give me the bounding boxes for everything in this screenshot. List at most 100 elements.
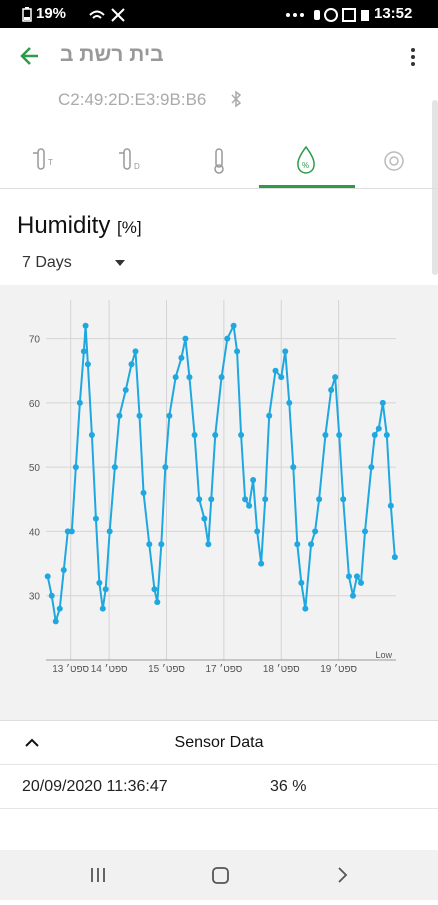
data-point (387, 502, 394, 509)
x-tick-label: 19 ספט׳ (320, 664, 357, 675)
reading-value: 36 % (270, 778, 307, 795)
data-point (208, 496, 215, 503)
data-point (136, 412, 143, 419)
back-button[interactable] (18, 44, 42, 68)
data-point (379, 399, 386, 406)
data-point (172, 374, 179, 381)
data-point (201, 515, 208, 522)
menu-button[interactable] (408, 46, 418, 68)
x-tick-label: 17 ספט׳ (205, 664, 242, 675)
data-point (316, 496, 323, 503)
nav-recents[interactable] (91, 868, 105, 882)
y-tick-label: 30 (29, 592, 41, 603)
nav-home[interactable] (212, 867, 229, 884)
tab-thermometer[interactable] (214, 148, 224, 174)
data-point (362, 528, 369, 535)
divider (0, 188, 438, 189)
x-tick-label: 13 ספט׳ (52, 664, 89, 675)
data-point (191, 432, 198, 438)
data-point (178, 354, 185, 361)
data-point (371, 432, 378, 438)
data-point (254, 528, 261, 535)
annotation: Low (375, 650, 392, 660)
data-point (88, 432, 95, 438)
nav-bar (0, 850, 438, 900)
data-point (383, 432, 390, 438)
data-point (44, 573, 51, 580)
collapse-button[interactable] (24, 737, 40, 749)
data-point (242, 496, 249, 503)
data-point (340, 496, 347, 503)
data-point (132, 348, 139, 355)
data-point (56, 605, 63, 612)
device-mac: C2:49:2D:E3:9B:B6 (58, 90, 207, 109)
data-point (99, 605, 106, 612)
tab-humidity[interactable]: % (297, 145, 315, 174)
tab-temp-2[interactable]: D (119, 148, 140, 171)
notification-icons (286, 8, 369, 22)
nav-back[interactable] (338, 867, 348, 883)
data-point (84, 361, 91, 368)
data-point (162, 464, 169, 471)
heading: Humidity [%] (17, 212, 142, 240)
data-point (312, 528, 319, 535)
status-bar: 19% 13:52 (0, 0, 438, 28)
y-tick-label: 40 (29, 527, 41, 538)
data-point (353, 573, 360, 580)
data-point (128, 361, 135, 368)
data-point (349, 592, 356, 599)
data-point (278, 374, 285, 381)
y-tick-label: 50 (29, 463, 41, 474)
sensor-title: Sensor Data (174, 734, 264, 751)
data-point (282, 348, 289, 355)
data-point (230, 322, 237, 329)
tab-settings[interactable] (384, 151, 404, 171)
data-point (154, 599, 161, 606)
data-point (116, 412, 123, 419)
data-point (391, 554, 398, 561)
data-point (272, 367, 279, 374)
divider (0, 720, 438, 721)
data-point (186, 374, 193, 381)
data-point (290, 464, 297, 471)
data-point (234, 348, 241, 355)
range-selector[interactable]: 7 Days (22, 254, 72, 272)
data-point (375, 425, 382, 432)
data-point (52, 618, 59, 625)
tab-bar: T D % (33, 145, 404, 188)
data-point (358, 579, 364, 586)
data-point (322, 432, 329, 438)
heading-unit: [%] (117, 218, 142, 237)
data-point (250, 477, 257, 483)
data-point (158, 541, 165, 548)
data-point (302, 605, 309, 612)
tab-indicator (259, 185, 355, 188)
bluetooth-icon (231, 90, 242, 108)
data-point (238, 432, 245, 438)
data-point (122, 387, 129, 393)
data-point (68, 528, 75, 535)
heading-title: Humidity (17, 212, 111, 239)
data-point (166, 412, 173, 419)
divider (0, 808, 438, 809)
chart: 30 40 50 60 70 13 ספט׳ 14 ספט׳ 15 ספט׳ 17 ספט׳ 18… (29, 300, 398, 675)
range-value: 7 Days (22, 254, 72, 271)
data-point (218, 374, 225, 381)
data-point (196, 496, 203, 503)
data-point (308, 541, 315, 548)
data-point (96, 579, 103, 586)
svg-text:D: D (134, 162, 140, 171)
tab-temp-1[interactable]: T (33, 148, 53, 170)
x-tick-label: 14 ספט׳ (91, 664, 128, 675)
data-point (72, 464, 79, 471)
x-tick-label: 15 ספט׳ (148, 664, 185, 675)
divider (0, 764, 438, 765)
reading-time: 20/09/2020 11:36:47 (22, 778, 168, 795)
battery-icon (22, 7, 32, 22)
data-point (106, 528, 113, 535)
data-point (368, 464, 375, 471)
svg-text:T: T (48, 158, 53, 167)
data-point (332, 374, 339, 381)
data-point (345, 573, 352, 580)
data-point (102, 586, 109, 593)
